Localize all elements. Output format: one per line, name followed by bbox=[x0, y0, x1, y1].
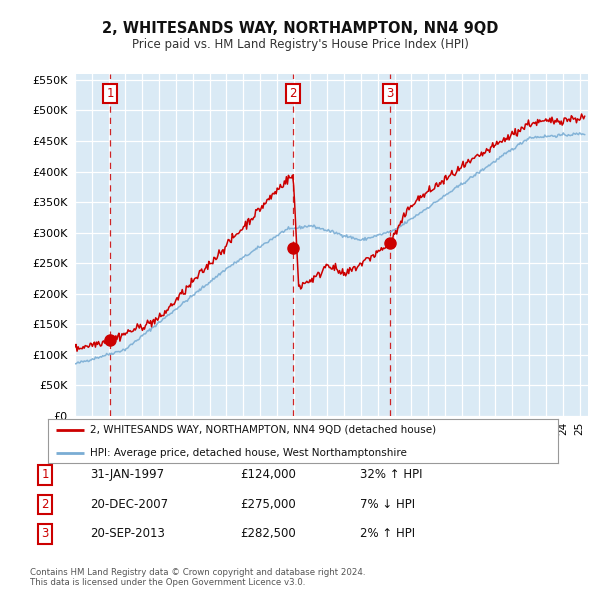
Text: 2% ↑ HPI: 2% ↑ HPI bbox=[360, 527, 415, 540]
Text: 20-SEP-2013: 20-SEP-2013 bbox=[90, 527, 165, 540]
Text: £282,500: £282,500 bbox=[240, 527, 296, 540]
Text: 2, WHITESANDS WAY, NORTHAMPTON, NN4 9QD: 2, WHITESANDS WAY, NORTHAMPTON, NN4 9QD bbox=[102, 21, 498, 35]
Text: 20-DEC-2007: 20-DEC-2007 bbox=[90, 498, 168, 511]
Text: 2: 2 bbox=[41, 498, 49, 511]
Text: 31-JAN-1997: 31-JAN-1997 bbox=[90, 468, 164, 481]
Text: 1: 1 bbox=[106, 87, 114, 100]
Text: 7% ↓ HPI: 7% ↓ HPI bbox=[360, 498, 415, 511]
Text: 32% ↑ HPI: 32% ↑ HPI bbox=[360, 468, 422, 481]
Text: £275,000: £275,000 bbox=[240, 498, 296, 511]
Text: 3: 3 bbox=[41, 527, 49, 540]
Text: 2: 2 bbox=[289, 87, 297, 100]
Text: Contains HM Land Registry data © Crown copyright and database right 2024.
This d: Contains HM Land Registry data © Crown c… bbox=[30, 568, 365, 587]
Text: 1: 1 bbox=[41, 468, 49, 481]
Text: £124,000: £124,000 bbox=[240, 468, 296, 481]
Text: 3: 3 bbox=[386, 87, 394, 100]
Text: 2, WHITESANDS WAY, NORTHAMPTON, NN4 9QD (detached house): 2, WHITESANDS WAY, NORTHAMPTON, NN4 9QD … bbox=[90, 425, 436, 435]
Text: Price paid vs. HM Land Registry's House Price Index (HPI): Price paid vs. HM Land Registry's House … bbox=[131, 38, 469, 51]
Text: HPI: Average price, detached house, West Northamptonshire: HPI: Average price, detached house, West… bbox=[90, 448, 407, 458]
